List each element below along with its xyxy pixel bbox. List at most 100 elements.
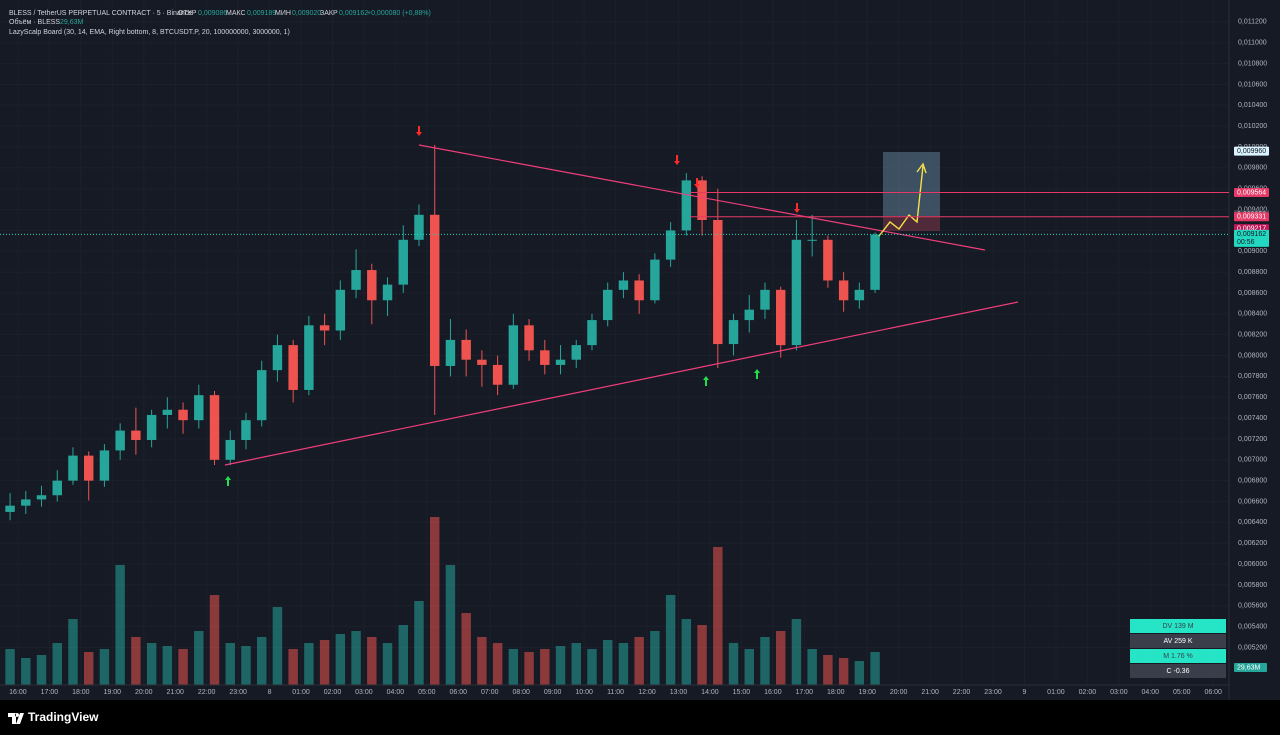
x-tick-label: 08:00 <box>512 689 530 696</box>
candle-body <box>382 284 393 301</box>
volume-bar <box>697 625 707 685</box>
x-tick-label: 07:00 <box>481 689 499 696</box>
volume-bar <box>823 655 833 685</box>
y-tick-label: 0,006800 <box>1238 477 1267 484</box>
volume-bar <box>870 652 880 685</box>
volume-bar <box>52 643 62 685</box>
arrow-down <box>694 178 700 188</box>
volume-bar <box>351 631 361 685</box>
y-tick-label: 0,006400 <box>1238 519 1267 526</box>
candle-body <box>209 395 220 460</box>
candle-body <box>540 350 550 365</box>
x-tick-label: 23:00 <box>984 689 1002 696</box>
volume-bar <box>209 595 220 685</box>
candle-body <box>492 364 503 385</box>
ohlc-value: 0,009020 <box>292 10 321 17</box>
volume-bar <box>5 649 15 685</box>
candle-body <box>555 359 566 365</box>
volume-bar <box>272 607 283 685</box>
x-tick-label: 19:00 <box>858 689 876 696</box>
x-tick-label: 22:00 <box>953 689 971 696</box>
volume-title: Объём · BLESS <box>9 18 60 26</box>
candle-body <box>288 345 298 390</box>
price-tag-label: 0,009564 <box>1237 189 1266 196</box>
board-label: C -0.36 <box>1167 668 1190 675</box>
y-tick-label: 0,007200 <box>1238 436 1267 443</box>
volume-bar <box>760 637 770 685</box>
x-tick-label: 04:00 <box>1142 689 1160 696</box>
volume-bar <box>21 658 31 685</box>
volume-bar <box>744 649 754 685</box>
volume-bar <box>36 655 47 685</box>
volume-bar <box>445 565 456 685</box>
y-tick-label: 0,005400 <box>1238 623 1267 630</box>
volume-bar <box>650 631 660 685</box>
volume-bar <box>178 649 188 685</box>
candle-body <box>477 359 487 365</box>
y-tick-label: 0,007400 <box>1238 415 1267 422</box>
symbol: BLESS / TetherUS PERPETUAL CONTRACT · 5 … <box>9 10 192 17</box>
x-tick-label: 05:00 <box>1173 689 1191 696</box>
candle-body <box>618 280 629 290</box>
volume-bar <box>838 658 849 685</box>
axes: 0,011200 0,011000 0,010800 0,010600 0,010400… <box>0 19 1269 696</box>
volume-tag-label: 29,63M <box>1237 664 1261 671</box>
candle-body <box>131 430 141 440</box>
volume-bar <box>146 643 157 685</box>
board-label: AV 259 K <box>1163 638 1192 645</box>
marks <box>5 144 880 685</box>
price-tag <box>1234 146 1269 156</box>
board-cell <box>1130 619 1226 633</box>
change: +0,000080 (+0,88%) <box>367 10 431 17</box>
candle-body <box>351 270 361 290</box>
x-tick-label: 14:00 <box>701 689 719 696</box>
ohlc-label: МАКС <box>226 10 246 17</box>
candle-body <box>697 180 707 220</box>
x-tick-label: 13:00 <box>670 689 688 696</box>
indicator: LazyScalp Board (30, 14, EMA, Right bott… <box>9 29 290 36</box>
y-tick-label: 0,008000 <box>1238 352 1267 359</box>
x-tick-label: 02:00 <box>324 689 342 696</box>
y-tick-label: 0,009800 <box>1238 165 1267 172</box>
y-tick-label: 0,005200 <box>1238 644 1267 651</box>
x-tick-label: 06:00 <box>450 689 468 696</box>
volume-bar <box>194 631 204 685</box>
x-tick-label: 12:00 <box>638 689 656 696</box>
y-tick-label: 0,007000 <box>1238 457 1267 464</box>
volume-tag <box>1234 663 1267 672</box>
volume-bar <box>791 619 802 685</box>
y-tick-label: 0,010800 <box>1238 60 1267 67</box>
candle-body <box>52 480 62 496</box>
candle-body <box>304 325 314 390</box>
x-tick-label: 18:00 <box>827 689 845 696</box>
x-tick-label: 10:00 <box>575 689 593 696</box>
y-tick-label: 0,006000 <box>1238 561 1267 568</box>
x-tick-label: 03:00 <box>355 689 373 696</box>
y-tick-label: 0,010400 <box>1238 102 1267 109</box>
x-tick-label: 16:00 <box>764 689 782 696</box>
volume-bar <box>304 643 314 685</box>
candle-body <box>225 439 235 460</box>
last-price-label: 0,009162 <box>1237 231 1266 238</box>
candle-body <box>713 219 723 345</box>
candle-body <box>870 234 880 290</box>
candle-body <box>807 239 817 241</box>
board-label: M 1.76 % <box>1163 653 1193 660</box>
candle-body <box>602 289 613 321</box>
candle-body <box>854 289 865 301</box>
x-tick-label: 09:00 <box>544 689 562 696</box>
candle-body <box>36 495 47 500</box>
ohlc-label: ОТКР <box>178 10 197 17</box>
candle-body <box>445 339 456 366</box>
candle-body <box>68 455 78 481</box>
arrow-up <box>225 476 231 486</box>
volume-bar <box>131 637 141 685</box>
volume-bar <box>461 613 471 685</box>
x-tick-label: 21:00 <box>921 689 939 696</box>
x-tick-label: 17:00 <box>41 689 59 696</box>
volume-bar <box>492 643 503 685</box>
candle-body <box>587 320 597 346</box>
candle-body <box>838 280 849 301</box>
volume-bar <box>477 637 487 685</box>
